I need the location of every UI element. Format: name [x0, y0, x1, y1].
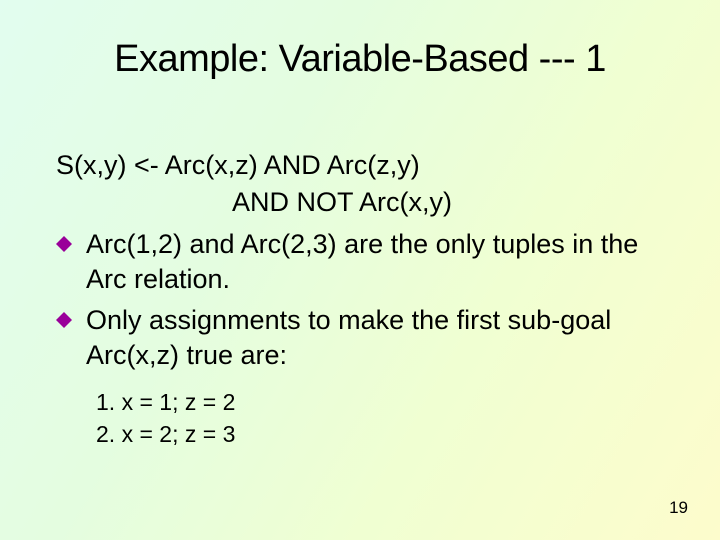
bullet-item: Only assignments to make the first sub-g… [56, 303, 674, 373]
diamond-bullet-icon [56, 312, 72, 328]
page-number: 19 [669, 498, 688, 518]
numbered-item: 2. x = 2; z = 3 [96, 419, 674, 450]
slide-title: Example: Variable-Based --- 1 [0, 38, 720, 81]
bullet-item: Arc(1,2) and Arc(2,3) are the only tuple… [56, 227, 674, 297]
bullet-text: Arc(1,2) and Arc(2,3) are the only tuple… [86, 227, 674, 297]
numbered-list: 1. x = 1; z = 2 2. x = 2; z = 3 [56, 387, 674, 449]
diamond-bullet-icon [56, 236, 72, 252]
bullet-text: Only assignments to make the first sub-g… [86, 303, 674, 373]
slide-body: S(x,y) <- Arc(x,z) AND Arc(z,y) AND NOT … [56, 148, 674, 450]
numbered-item: 1. x = 1; z = 2 [96, 387, 674, 418]
rule-line-2: AND NOT Arc(x,y) [56, 185, 674, 220]
rule-line-1: S(x,y) <- Arc(x,z) AND Arc(z,y) [56, 148, 674, 183]
slide: Example: Variable-Based --- 1 S(x,y) <- … [0, 0, 720, 540]
